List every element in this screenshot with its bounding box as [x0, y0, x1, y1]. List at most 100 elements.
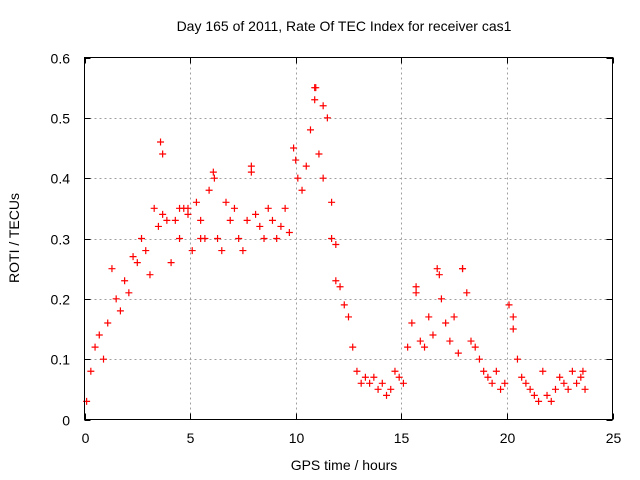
data-point — [361, 373, 369, 381]
data-point — [391, 367, 399, 375]
data-point — [345, 313, 352, 321]
data-point — [547, 397, 555, 405]
data-point — [210, 174, 218, 182]
data-point — [492, 367, 500, 375]
data-point — [218, 247, 226, 255]
x-tick-label: 15 — [394, 430, 410, 446]
data-point — [383, 391, 391, 399]
data-point — [374, 385, 382, 393]
data-point — [129, 253, 137, 261]
data-point — [488, 379, 496, 387]
data-point — [370, 373, 378, 381]
data-point — [281, 204, 289, 212]
data-point — [353, 367, 361, 375]
data-point — [539, 367, 547, 375]
data-point — [480, 367, 488, 375]
data-point — [133, 259, 141, 267]
data-point — [336, 283, 344, 291]
data-point — [581, 385, 589, 393]
data-point — [108, 265, 116, 273]
data-point — [184, 210, 192, 218]
data-point — [184, 204, 192, 212]
data-point — [214, 235, 222, 242]
data-point — [239, 247, 247, 255]
data-point — [437, 295, 445, 303]
x-tick-labels: 0 5 10 15 20 25 — [82, 430, 622, 446]
data-point — [435, 271, 443, 279]
data-point — [243, 216, 251, 224]
data-point — [328, 235, 336, 242]
data-point — [298, 186, 306, 194]
data-points — [83, 84, 589, 405]
data-point — [357, 379, 365, 387]
data-point — [404, 343, 412, 351]
data-point — [454, 349, 462, 357]
x-tick-label: 20 — [500, 430, 516, 446]
data-point — [378, 379, 386, 387]
data-point — [142, 247, 150, 255]
data-point — [121, 277, 129, 285]
data-point — [568, 367, 576, 375]
data-point — [104, 319, 112, 327]
data-point — [475, 355, 483, 363]
data-point — [463, 289, 471, 297]
data-point — [285, 228, 293, 236]
axis-ticks — [84, 57, 614, 421]
data-point — [579, 367, 587, 375]
data-point — [116, 307, 124, 315]
data-point — [332, 241, 340, 249]
data-point — [315, 150, 323, 158]
data-point — [222, 198, 230, 206]
data-point — [176, 235, 184, 242]
data-point — [138, 235, 146, 242]
x-tick-label: 10 — [289, 430, 305, 446]
data-point — [349, 343, 357, 351]
data-point — [319, 174, 327, 182]
data-point — [256, 222, 264, 230]
data-point — [209, 168, 217, 176]
data-point — [197, 235, 205, 242]
data-point — [247, 168, 255, 176]
data-point — [176, 204, 184, 212]
data-point — [226, 216, 234, 224]
data-point — [260, 235, 268, 242]
data-point — [535, 397, 543, 405]
y-tick-label: 0.4 — [51, 171, 71, 187]
x-axis-label: GPS time / hours — [291, 457, 398, 473]
data-point — [112, 295, 120, 303]
data-point — [446, 337, 454, 345]
y-tick-labels: 0 0.1 0.2 0.3 0.4 0.5 0.6 — [51, 51, 71, 429]
data-point — [522, 379, 530, 387]
data-point — [163, 216, 171, 224]
data-point — [292, 156, 300, 164]
x-tick-label: 5 — [187, 430, 195, 446]
data-point — [252, 210, 260, 218]
data-point — [192, 198, 200, 206]
data-point — [205, 186, 213, 194]
data-point — [484, 373, 492, 381]
data-point — [95, 331, 103, 339]
data-point — [429, 331, 437, 339]
data-point — [577, 373, 585, 381]
data-point — [518, 373, 526, 381]
y-tick-label: 0.5 — [51, 111, 71, 127]
data-point — [312, 84, 320, 92]
data-point — [450, 313, 458, 321]
y-axis-label: ROTI / TECUs — [6, 193, 22, 283]
data-point — [328, 198, 336, 206]
data-point — [230, 204, 238, 212]
data-point — [91, 343, 99, 351]
data-point — [421, 343, 429, 351]
data-point — [332, 277, 340, 285]
data-point — [247, 162, 255, 170]
plot-area-border — [84, 57, 613, 420]
data-point — [159, 210, 167, 218]
chart-title: Day 165 of 2011, Rate Of TEC Index for r… — [177, 18, 512, 34]
data-point — [125, 289, 133, 297]
data-point — [509, 313, 517, 321]
data-point — [399, 379, 407, 387]
data-point — [505, 301, 513, 309]
data-point — [306, 126, 314, 134]
data-point — [412, 283, 420, 291]
